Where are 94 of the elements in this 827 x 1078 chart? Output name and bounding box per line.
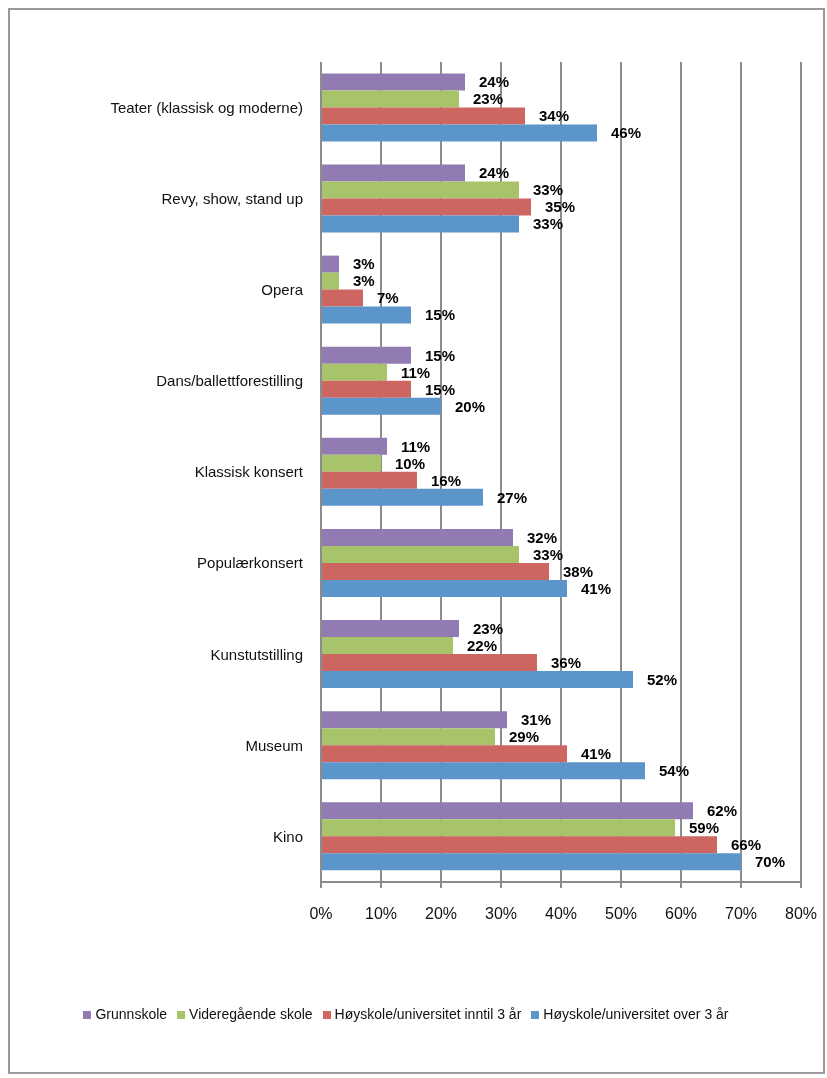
bar [321, 397, 441, 415]
x-tick-label: 10% [364, 905, 398, 923]
data-label: 29% [509, 727, 540, 745]
data-label: 11% [401, 363, 431, 381]
bar [321, 819, 675, 837]
data-label: 35% [545, 198, 576, 216]
x-tick-label: 20% [424, 905, 458, 923]
data-label: 38% [563, 562, 594, 580]
y-tick-label: Revy, show, stand up [161, 189, 303, 207]
bar [321, 471, 417, 489]
legend-label: Grunnskole [95, 1006, 168, 1022]
bar [321, 215, 519, 233]
data-label: 7% [377, 289, 399, 307]
x-tick-label: 60% [664, 905, 698, 923]
bar [321, 124, 597, 142]
data-label: 41% [581, 579, 612, 597]
x-tick-label: 50% [604, 905, 638, 923]
data-label: 3% [353, 272, 375, 290]
y-tick-label: Kino [272, 827, 303, 845]
x-tick-label: 0% [309, 905, 333, 923]
data-label: 24% [479, 73, 510, 91]
data-label: 33% [533, 545, 564, 563]
bar [321, 620, 459, 638]
bar [321, 528, 513, 546]
y-tick-label: Museum [245, 736, 303, 754]
data-label: 54% [659, 761, 690, 779]
data-label: 59% [689, 819, 720, 837]
data-label: 23% [473, 619, 504, 637]
bar [321, 272, 339, 290]
x-tick-label: 40% [544, 905, 578, 923]
bar [321, 545, 519, 563]
bar [321, 562, 549, 580]
data-label: 15% [425, 346, 456, 364]
data-label: 36% [551, 653, 582, 671]
data-label: 22% [467, 636, 498, 654]
bar [321, 107, 525, 125]
legend-label: Videregående skole [189, 1006, 313, 1022]
bar [321, 836, 717, 854]
y-tick-label: Opera [261, 281, 304, 299]
data-label: 52% [647, 670, 678, 688]
data-label: 20% [455, 397, 486, 415]
data-label: 32% [527, 528, 558, 546]
bar [321, 454, 381, 472]
data-label: 34% [539, 107, 570, 125]
bar [321, 306, 411, 324]
data-label: 33% [533, 181, 564, 199]
bar [321, 728, 495, 746]
x-tick-label: 70% [724, 905, 758, 923]
y-tick-label: Populærkonsert [197, 554, 304, 572]
bar [321, 380, 411, 398]
data-label: 23% [473, 90, 504, 108]
data-label: 62% [707, 802, 738, 820]
data-label: 33% [533, 215, 564, 233]
data-label: 16% [431, 471, 462, 489]
bar [321, 73, 465, 91]
y-tick-label: Teater (klassisk og moderne) [110, 98, 303, 116]
data-label: 31% [521, 710, 552, 728]
data-label: 24% [479, 164, 510, 182]
legend-label: Høyskole/universitet over 3 år [543, 1006, 729, 1022]
data-label: 15% [425, 380, 456, 398]
bar [321, 802, 693, 820]
bar [321, 90, 459, 108]
bar [321, 289, 363, 307]
bar [321, 164, 465, 182]
bar [321, 437, 387, 455]
bar [321, 346, 411, 364]
y-tick-label: Dans/ballettforestilling [156, 372, 303, 390]
data-label: 41% [581, 744, 612, 762]
bar [321, 198, 531, 216]
data-label: 66% [731, 836, 762, 854]
data-label: 10% [395, 454, 426, 472]
data-label: 11% [401, 437, 431, 455]
x-tick-label: 30% [484, 905, 518, 923]
bar [321, 579, 567, 597]
bar [321, 711, 507, 729]
data-label: 15% [425, 306, 456, 324]
data-label: 70% [755, 853, 786, 871]
bar [321, 853, 741, 871]
legend-label: Høyskole/universitet inntil 3 år [334, 1006, 522, 1022]
bar [321, 488, 483, 506]
y-tick-label: Kunstutstilling [210, 645, 303, 663]
bar [321, 363, 387, 381]
data-label: 46% [611, 124, 642, 142]
bar [321, 255, 339, 273]
bar [321, 745, 567, 763]
bar [321, 637, 453, 655]
bar [321, 762, 645, 780]
bar [321, 181, 519, 199]
bar [321, 671, 633, 689]
data-label: 27% [497, 488, 528, 506]
x-tick-label: 80% [784, 905, 818, 923]
y-tick-label: Klassisk konsert [194, 463, 304, 481]
bar [321, 654, 537, 672]
data-label: 3% [353, 255, 375, 273]
